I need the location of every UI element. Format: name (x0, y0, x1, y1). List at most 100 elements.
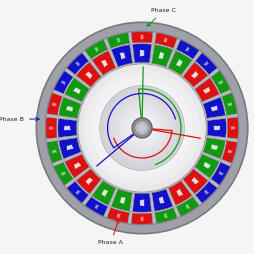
Wedge shape (90, 179, 103, 196)
Circle shape (79, 65, 205, 192)
Wedge shape (130, 44, 135, 63)
Circle shape (100, 86, 184, 170)
Wedge shape (65, 68, 75, 77)
Circle shape (115, 101, 169, 155)
Wedge shape (155, 208, 177, 223)
Wedge shape (65, 154, 89, 178)
Circle shape (91, 77, 193, 179)
Circle shape (98, 84, 186, 172)
Circle shape (104, 90, 180, 166)
Wedge shape (53, 159, 64, 166)
Wedge shape (211, 162, 230, 185)
Wedge shape (222, 93, 237, 115)
Wedge shape (166, 188, 176, 206)
Wedge shape (67, 53, 89, 75)
Wedge shape (221, 159, 231, 166)
Circle shape (123, 109, 161, 147)
Circle shape (102, 88, 182, 168)
Wedge shape (221, 90, 231, 97)
Circle shape (110, 96, 174, 160)
Wedge shape (53, 90, 64, 97)
Wedge shape (209, 179, 219, 188)
Wedge shape (193, 51, 202, 61)
Wedge shape (47, 93, 62, 115)
Wedge shape (108, 50, 118, 68)
Circle shape (84, 70, 200, 186)
Wedge shape (46, 114, 57, 118)
Text: Phase B: Phase B (0, 117, 39, 122)
Wedge shape (74, 76, 91, 89)
Wedge shape (108, 188, 118, 206)
Wedge shape (54, 71, 73, 94)
Wedge shape (195, 53, 217, 75)
Wedge shape (65, 78, 89, 102)
Wedge shape (46, 138, 57, 142)
Wedge shape (54, 162, 73, 185)
Circle shape (135, 121, 149, 135)
Circle shape (132, 118, 152, 138)
Wedge shape (181, 60, 194, 77)
Text: Phase A: Phase A (99, 219, 123, 245)
Wedge shape (202, 152, 220, 162)
Wedge shape (183, 62, 208, 87)
Wedge shape (58, 118, 77, 137)
Wedge shape (194, 76, 210, 89)
Circle shape (119, 105, 165, 151)
Wedge shape (85, 40, 108, 59)
Circle shape (127, 113, 157, 143)
Wedge shape (128, 33, 132, 43)
Wedge shape (107, 208, 129, 223)
Wedge shape (128, 213, 132, 224)
Wedge shape (222, 141, 237, 163)
Wedge shape (173, 39, 180, 50)
Wedge shape (152, 45, 173, 67)
Wedge shape (92, 51, 116, 75)
Wedge shape (92, 181, 116, 205)
Wedge shape (85, 197, 108, 216)
Wedge shape (181, 179, 194, 196)
Wedge shape (194, 167, 210, 180)
Wedge shape (193, 195, 202, 205)
Wedge shape (195, 181, 217, 203)
Wedge shape (131, 32, 153, 43)
Wedge shape (130, 193, 135, 212)
Wedge shape (76, 169, 101, 194)
Wedge shape (195, 78, 219, 102)
Wedge shape (65, 179, 75, 188)
Wedge shape (152, 33, 156, 43)
Text: Phase C: Phase C (147, 8, 176, 26)
Wedge shape (76, 62, 101, 87)
Wedge shape (183, 169, 208, 194)
Wedge shape (107, 33, 129, 48)
Wedge shape (74, 167, 91, 180)
Circle shape (78, 64, 206, 192)
Wedge shape (152, 189, 173, 211)
Wedge shape (90, 60, 103, 77)
Wedge shape (58, 135, 77, 140)
Circle shape (100, 86, 184, 170)
Wedge shape (150, 44, 154, 63)
Wedge shape (203, 138, 225, 159)
Wedge shape (207, 118, 226, 137)
Wedge shape (155, 33, 177, 48)
Wedge shape (227, 117, 238, 139)
Circle shape (121, 107, 163, 149)
Circle shape (45, 31, 239, 225)
Wedge shape (176, 40, 199, 59)
Wedge shape (104, 39, 111, 50)
Wedge shape (202, 94, 220, 104)
Wedge shape (111, 45, 132, 67)
Wedge shape (152, 213, 156, 224)
Wedge shape (58, 116, 77, 121)
Wedge shape (111, 189, 132, 211)
Wedge shape (131, 213, 153, 224)
Wedge shape (173, 207, 180, 217)
Circle shape (108, 94, 176, 162)
Wedge shape (168, 51, 192, 75)
Circle shape (36, 22, 248, 234)
Circle shape (117, 103, 167, 153)
Wedge shape (59, 138, 81, 159)
Circle shape (113, 98, 172, 157)
Circle shape (125, 111, 159, 145)
Wedge shape (227, 138, 237, 142)
